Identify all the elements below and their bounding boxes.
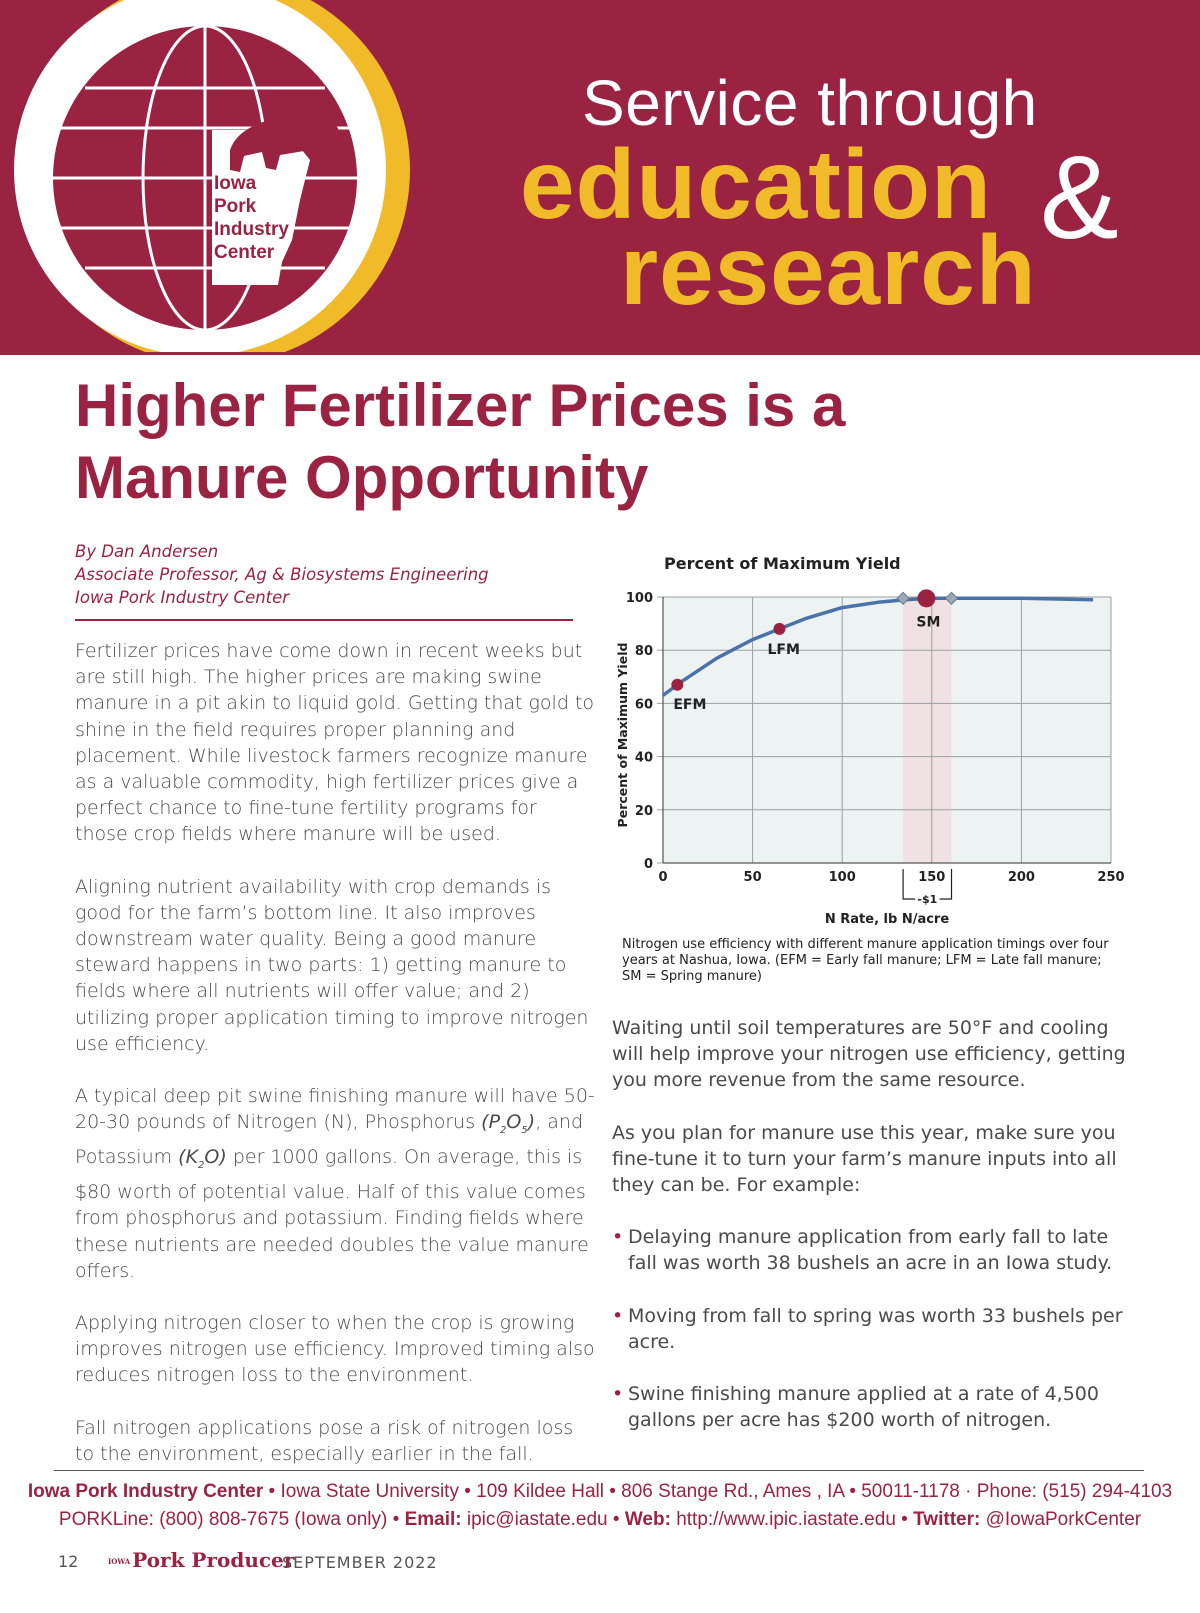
footer-twitter[interactable]: @IowaPorkCenter bbox=[980, 1509, 1142, 1530]
y-tick-label: 60 bbox=[635, 697, 653, 712]
y-tick-label: 40 bbox=[635, 751, 653, 766]
contact-footer: Iowa Pork Industry Center • Iowa State U… bbox=[20, 1478, 1180, 1534]
y-axis-label: Percent of Maximum Yield bbox=[615, 643, 630, 828]
footer-web[interactable]: http://www.ipic.iastate.edu • bbox=[670, 1509, 914, 1530]
point-efm bbox=[671, 678, 684, 691]
point-label: EFM bbox=[673, 697, 706, 713]
footer-address: • Iowa State University • 109 Kildee Hal… bbox=[263, 1481, 1173, 1502]
x-axis-label: N Rate, lb N/acre bbox=[825, 912, 949, 927]
chart-title: Percent of Maximum Yield bbox=[664, 554, 901, 573]
footer-divider bbox=[54, 1470, 1144, 1471]
banner-divider bbox=[0, 352, 1200, 355]
page-footer: 12 IOWA Pork Producer SEPTEMBER 2022 bbox=[54, 1548, 654, 1578]
banner-line-1: Service through bbox=[582, 67, 1038, 139]
yield-chart: 0 50 100 150 200 250 0 20 40 60 80 100 EFM LFM SM -$1 N … bbox=[615, 589, 1125, 927]
paragraph: Fall nitrogen applications pose a risk o… bbox=[75, 1416, 574, 1465]
footer-email[interactable]: ipic@iastate.edu • bbox=[461, 1509, 625, 1530]
x-tick-label: 0 bbox=[658, 870, 667, 885]
page-number: 12 bbox=[58, 1552, 79, 1571]
footer-line-1: Iowa Pork Industry Center • Iowa State U… bbox=[20, 1478, 1180, 1506]
x-tick-label: 50 bbox=[744, 870, 762, 885]
y-tick-label: 20 bbox=[635, 804, 653, 819]
paragraph: Waiting until soil temperatures are 50°F… bbox=[612, 1017, 1126, 1092]
optimum-band bbox=[903, 597, 952, 863]
title-line-1: Higher Fertilizer Prices is a bbox=[75, 372, 846, 439]
example-list: • Delaying manure application from early … bbox=[612, 1224, 1132, 1433]
issue-date: SEPTEMBER 2022 bbox=[282, 1553, 438, 1572]
yield-curve bbox=[661, 596, 1094, 697]
ipic-logo bbox=[14, 0, 410, 352]
bullet-icon: • bbox=[612, 1383, 624, 1406]
band-marker bbox=[944, 591, 959, 606]
band-label: -$1 bbox=[917, 893, 937, 906]
point-label: SM bbox=[916, 614, 940, 630]
right-column: Waiting until soil temperatures are 50°F… bbox=[612, 1015, 1132, 1459]
footer-line-2: PORKLine: (800) 808-7675 (Iowa only) • E… bbox=[58, 1509, 1142, 1530]
article-title: Higher Fertilizer Prices is a Manure Opp… bbox=[75, 370, 875, 514]
banner-line-3: research bbox=[620, 215, 1037, 325]
magazine-logo: IOWA Pork Producer bbox=[108, 1548, 295, 1572]
author-title: Associate Professor, Ag & Biosystems Eng… bbox=[75, 565, 489, 584]
chart-caption: Nitrogen use efficiency with different m… bbox=[622, 937, 1109, 984]
logo-text: Iowa Pork Industry Center bbox=[214, 173, 289, 263]
footer-org: Iowa Pork Industry Center bbox=[27, 1481, 264, 1502]
header-banner: Iowa Pork Industry Center Service throug… bbox=[0, 0, 1200, 352]
band-bracket bbox=[902, 869, 953, 900]
banner-line-2: education bbox=[520, 129, 992, 239]
list-item: • Delaying manure application from early … bbox=[612, 1226, 1113, 1275]
plot-area bbox=[663, 597, 1111, 863]
paragraph: Aligning nutrient availability with crop… bbox=[75, 875, 589, 1055]
x-tick-label: 200 bbox=[1008, 870, 1035, 885]
y-tick-label: 80 bbox=[635, 644, 653, 659]
list-item: • Swine finishing manure applied at a rat… bbox=[612, 1383, 1099, 1432]
paragraph: Applying nitrogen closer to when the cro… bbox=[75, 1312, 595, 1387]
byline-divider bbox=[75, 619, 573, 621]
bullet-icon: • bbox=[612, 1226, 624, 1249]
y-tick-label: 100 bbox=[626, 591, 653, 606]
point-lfm bbox=[773, 622, 786, 635]
footer-porkline: PORKLine: (800) 808-7675 (Iowa only) • bbox=[58, 1509, 405, 1530]
paragraph: As you plan for manure use this year, ma… bbox=[612, 1121, 1117, 1197]
byline: By Dan Andersen Associate Professor, Ag … bbox=[75, 540, 595, 609]
point-sm bbox=[917, 589, 936, 608]
bullet-icon: • bbox=[612, 1304, 624, 1327]
paragraph-nutrients: A typical deep pit swine finishing manur… bbox=[75, 1085, 595, 1282]
point-label: LFM bbox=[767, 642, 799, 658]
x-tick-label: 100 bbox=[829, 870, 856, 885]
band-marker bbox=[896, 591, 910, 606]
paragraph: Fertilizer prices have come down in rece… bbox=[75, 640, 595, 846]
list-item: • Moving from fall to spring was worth 33… bbox=[612, 1304, 1123, 1353]
banner-ampersand: & bbox=[1040, 132, 1119, 264]
left-column: Fertilizer prices have come down in rece… bbox=[75, 638, 595, 1493]
title-line-2: Manure Opportunity bbox=[75, 444, 649, 511]
y-tick-label: 0 bbox=[644, 857, 653, 872]
x-tick-label: 250 bbox=[1097, 870, 1124, 885]
x-tick-label: 150 bbox=[918, 870, 945, 885]
author-name: By Dan Andersen bbox=[75, 542, 219, 561]
author-affiliation: Iowa Pork Industry Center bbox=[75, 588, 290, 607]
